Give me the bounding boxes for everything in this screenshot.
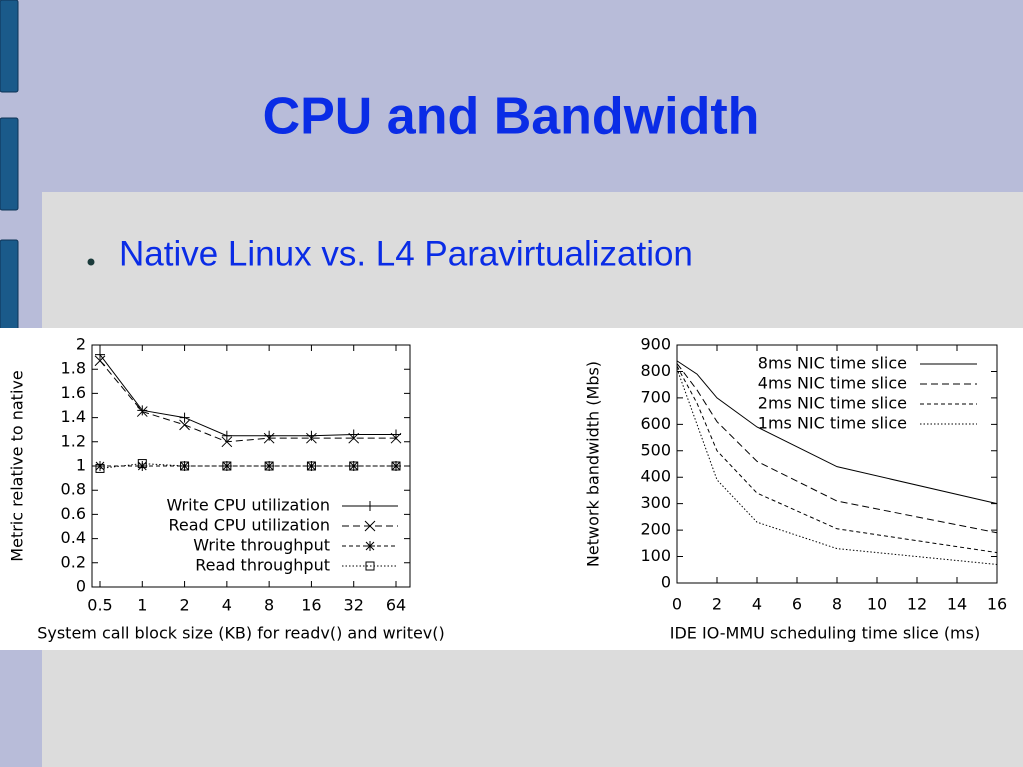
marker <box>306 461 317 471</box>
marker <box>222 461 232 471</box>
marker <box>180 461 190 471</box>
series-line <box>99 360 396 443</box>
series-line <box>676 365 998 554</box>
x-axis-label: IDE IO-MMU scheduling time slice (ms) <box>670 624 980 643</box>
marker <box>94 355 106 367</box>
marker <box>137 405 148 416</box>
legend-label: 2ms NIC time slice <box>758 394 907 413</box>
y-tick-label: 1.2 <box>61 431 86 450</box>
legend-label: Write CPU utilization <box>166 496 330 515</box>
x-tick-label: 4 <box>752 595 762 614</box>
legend-label: 1ms NIC time slice <box>758 414 907 433</box>
marker <box>349 461 359 471</box>
y-tick-label: 1.4 <box>61 407 86 426</box>
x-tick-label: 4 <box>222 596 232 615</box>
marker <box>263 432 275 444</box>
side-block <box>0 117 19 211</box>
bullet-dot <box>87 258 95 266</box>
series-line <box>676 360 998 505</box>
y-axis-label: Metric relative to native <box>8 370 27 561</box>
y-tick-label: 0.2 <box>61 552 86 571</box>
marker <box>306 432 317 444</box>
y-tick-label: 500 <box>640 440 671 459</box>
marker <box>348 432 360 444</box>
x-axis-label: System call block size (KB) for readv() … <box>37 624 445 643</box>
legend-marker <box>365 501 375 511</box>
y-tick-label: 800 <box>640 361 671 380</box>
marker <box>95 463 105 473</box>
marker <box>264 461 274 471</box>
x-tick-label: 10 <box>867 595 887 614</box>
x-tick-label: 16 <box>987 595 1007 614</box>
series-line <box>676 368 998 565</box>
legend-label: Read CPU utilization <box>168 516 330 535</box>
bullet-text: Native Linux vs. L4 Paravirtualization <box>119 234 693 273</box>
marker <box>179 419 190 431</box>
y-tick-label: 400 <box>640 467 671 486</box>
y-axis-label: Network bandwidth (Mbs) <box>584 361 603 567</box>
marker <box>95 461 105 471</box>
legend-label: Read throughput <box>195 556 330 575</box>
marker <box>391 461 401 471</box>
y-tick-label: 600 <box>640 414 671 433</box>
y-tick-label: 0 <box>661 573 671 592</box>
y-tick-label: 100 <box>640 546 671 565</box>
x-tick-label: 6 <box>792 595 802 614</box>
x-tick-label: 0 <box>672 595 682 614</box>
x-tick-label: 2 <box>712 595 722 614</box>
side-block <box>0 239 19 333</box>
marker <box>306 430 317 441</box>
marker <box>390 432 402 444</box>
chart-panel <box>0 328 1023 650</box>
y-tick-label: 0 <box>76 577 86 596</box>
legend-marker <box>365 561 375 571</box>
x-tick-label: 2 <box>179 596 189 615</box>
x-tick-label: 16 <box>301 596 321 615</box>
legend-label: Write throughput <box>193 536 330 555</box>
y-tick-label: 1 <box>76 456 86 475</box>
marker <box>136 406 148 417</box>
y-tick-label: 0.6 <box>61 504 86 523</box>
marker <box>137 461 148 471</box>
x-tick-label: 12 <box>907 595 927 614</box>
x-tick-label: 14 <box>947 595 967 614</box>
marker <box>221 436 233 448</box>
y-tick-label: 300 <box>640 493 671 512</box>
marker <box>348 461 359 471</box>
y-tick-label: 1.6 <box>61 383 86 402</box>
series-line <box>99 354 396 437</box>
marker <box>221 430 232 441</box>
y-tick-label: 900 <box>640 335 671 354</box>
y-tick-label: 200 <box>640 520 671 539</box>
y-tick-label: 2 <box>76 335 86 354</box>
side-block <box>0 0 19 93</box>
marker <box>137 459 147 469</box>
marker <box>95 349 105 360</box>
x-tick-label: 1 <box>137 596 147 615</box>
y-tick-label: 0.4 <box>61 528 86 547</box>
legend-marker <box>365 541 375 551</box>
y-tick-label: 700 <box>640 387 671 406</box>
series-line <box>676 363 998 534</box>
series-line <box>99 463 396 469</box>
marker <box>391 461 401 471</box>
x-tick-label: 8 <box>832 595 842 614</box>
x-tick-label: 0.5 <box>87 596 112 615</box>
x-tick-label: 8 <box>264 596 274 615</box>
legend-label: 4ms NIC time slice <box>758 374 907 393</box>
slide-title: CPU and Bandwidth <box>263 88 760 146</box>
y-tick-label: 0.8 <box>61 480 86 499</box>
x-tick-label: 64 <box>386 596 406 615</box>
x-tick-label: 32 <box>344 596 364 615</box>
y-tick-label: 1.8 <box>61 359 86 378</box>
marker <box>306 461 316 471</box>
marker <box>179 412 190 423</box>
legend-label: 8ms NIC time slice <box>758 354 907 373</box>
legend-marker <box>364 520 376 532</box>
marker <box>264 430 275 441</box>
